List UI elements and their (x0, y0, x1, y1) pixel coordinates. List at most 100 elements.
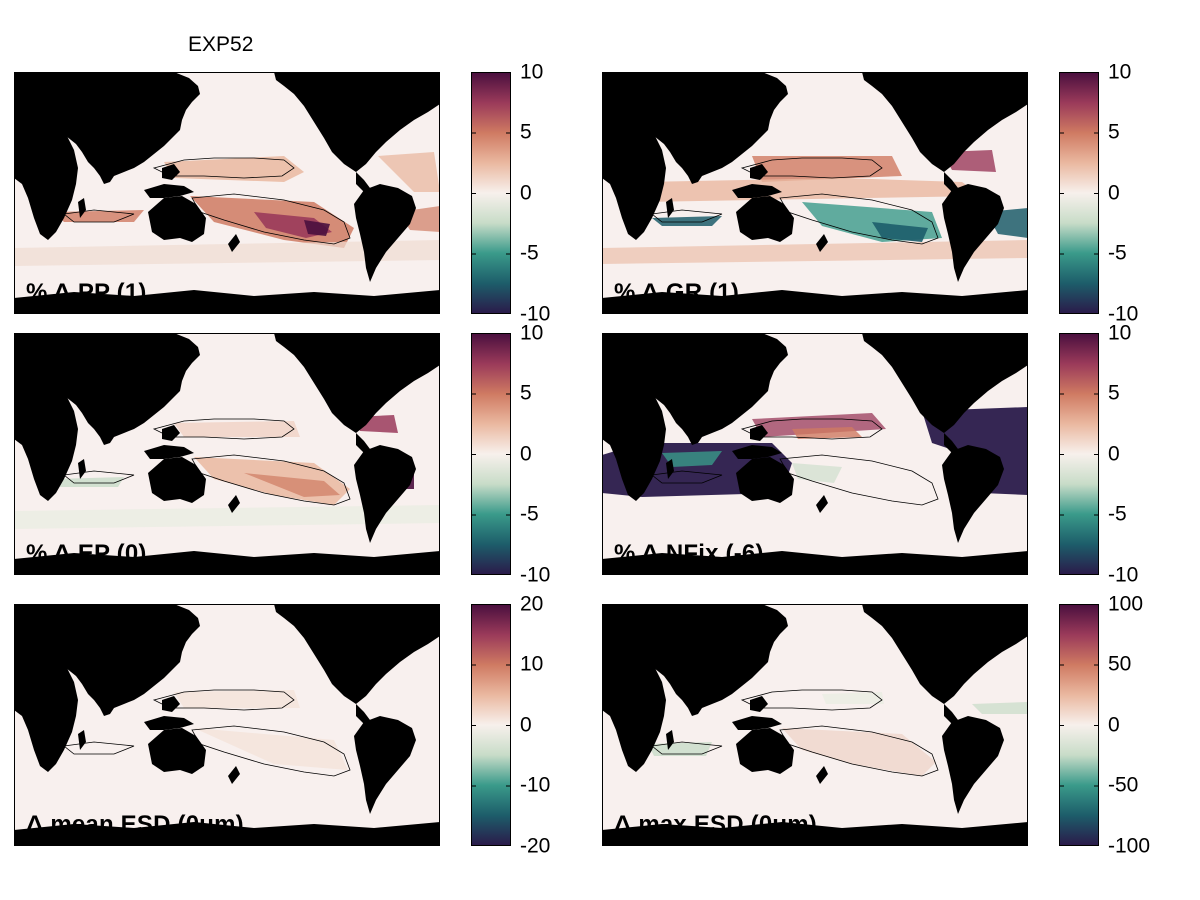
land-central-america (356, 704, 370, 724)
land-eurasia (14, 333, 200, 445)
map-panel-mean-esd: Δ mean ESD (0um) (14, 604, 440, 846)
cbar-tick-label: 0 (1108, 181, 1120, 205)
land-borneo (162, 425, 180, 441)
ocean-patch (648, 742, 712, 756)
cbar-tick-label: 0 (520, 713, 532, 737)
map-frame (602, 604, 1028, 846)
land-indonesia (144, 184, 194, 198)
colorbar-gradient-mean-esd (471, 604, 511, 846)
land-central-america (944, 172, 958, 192)
land-antarctica (14, 290, 440, 314)
ocean-patch (378, 152, 440, 192)
contour-line (740, 157, 883, 179)
cbar-tick-label: 0 (520, 181, 532, 205)
cbar-tick-label: -100 (1108, 834, 1151, 858)
ocean-patch (652, 216, 722, 226)
cbar-tick-label: -5 (520, 502, 539, 526)
panel-label-max-esd: Δ max ESD (0um) (614, 811, 817, 838)
land-madagascar (666, 730, 674, 750)
land-indonesia (732, 445, 782, 459)
ocean-patch (54, 477, 124, 487)
cbar-tick-label: 5 (1108, 381, 1120, 405)
land-north-america (862, 72, 1028, 172)
colorbar-pp: 10 5 0 -5 -10 (471, 62, 576, 325)
contour-line (152, 418, 295, 440)
contour-line (63, 741, 135, 755)
land-africa (602, 361, 666, 501)
land-south-america (354, 184, 416, 282)
land-north-america (862, 333, 1028, 433)
land-eurasia (14, 604, 200, 716)
colorbar-ramp (1059, 604, 1099, 846)
map-panel-nfix: % Δ NFix (-6) (602, 333, 1028, 575)
land-antarctica (602, 290, 1028, 314)
colorbar-gradient-nfix (1059, 333, 1099, 575)
ocean-patch (972, 702, 1028, 714)
land-south-america (354, 716, 416, 814)
land-antarctica (14, 822, 440, 846)
ocean-patch (14, 505, 440, 529)
map-ep (14, 333, 440, 575)
land-australia (148, 196, 206, 242)
land-antarctica (602, 551, 1028, 575)
map-nfix (602, 333, 1028, 575)
colorbar-gradient-gr (1059, 72, 1099, 314)
cbar-tick-label: 10 (1108, 60, 1132, 84)
cbar-tick-label: 10 (520, 321, 544, 345)
land-antarctica (602, 822, 1028, 846)
land-central-america (944, 704, 958, 724)
colorbar-ramp (471, 604, 511, 846)
land-greenland (972, 333, 1022, 351)
contour-line (651, 470, 723, 484)
contour-line (740, 418, 883, 440)
cbar-tick-label: 5 (1108, 120, 1120, 144)
land-eurasia (602, 604, 788, 716)
ocean-patch (174, 421, 300, 437)
ocean-patch (54, 210, 144, 222)
contour-line (779, 725, 939, 777)
map-frame (602, 72, 1028, 314)
colorbar-max-esd: 100 50 0 -50 -100 (1059, 594, 1164, 857)
land-north-america (862, 604, 1028, 704)
contour-line (152, 689, 295, 711)
cbar-tick-label: 10 (1108, 321, 1132, 345)
colorbar-gradient-ep (471, 333, 511, 575)
land-madagascar (78, 198, 86, 218)
ocean-patch (792, 427, 862, 439)
map-panel-gr: % Δ GR (1) (602, 72, 1028, 314)
land-greenland (384, 604, 434, 622)
cbar-tick-label: 10 (520, 652, 544, 676)
land-indonesia (732, 184, 782, 198)
colorbar-mean-esd: 20 10 0 -10 -20 (471, 594, 576, 857)
land-new-zealand (228, 766, 240, 784)
land-africa (14, 632, 78, 772)
cbar-tick-label: 0 (1108, 713, 1120, 737)
cbar-tick-label: -20 (520, 834, 551, 858)
land-australia (148, 457, 206, 503)
ocean-patch (174, 690, 300, 708)
map-frame (14, 72, 440, 314)
contour-line (191, 725, 351, 777)
contour-line (651, 209, 723, 223)
land-africa (602, 632, 666, 772)
contour-line (191, 454, 351, 506)
land-new-zealand (816, 495, 828, 513)
cbar-tick-label: 5 (520, 120, 532, 144)
land-central-america (356, 433, 370, 453)
land-south-america (354, 445, 416, 543)
land-greenland (972, 604, 1022, 622)
ocean-patch (822, 692, 884, 704)
colorbar-ramp (471, 72, 511, 314)
map-max-esd (602, 604, 1028, 846)
colorbar-gr: 10 5 0 -5 -10 (1059, 62, 1164, 325)
panel-label-pp: % Δ PP (1) (26, 279, 147, 306)
panel-label-nfix: % Δ NFix (-6) (614, 540, 764, 567)
ocean-patch (792, 463, 842, 483)
land-north-america (274, 604, 440, 704)
cbar-tick-label: -5 (1108, 241, 1127, 265)
panel-label-gr: % Δ GR (1) (614, 279, 740, 306)
land-new-zealand (228, 234, 240, 252)
cbar-tick-label: -10 (520, 563, 551, 587)
cbar-tick-label: 100 (1108, 592, 1144, 616)
land-australia (736, 457, 794, 503)
